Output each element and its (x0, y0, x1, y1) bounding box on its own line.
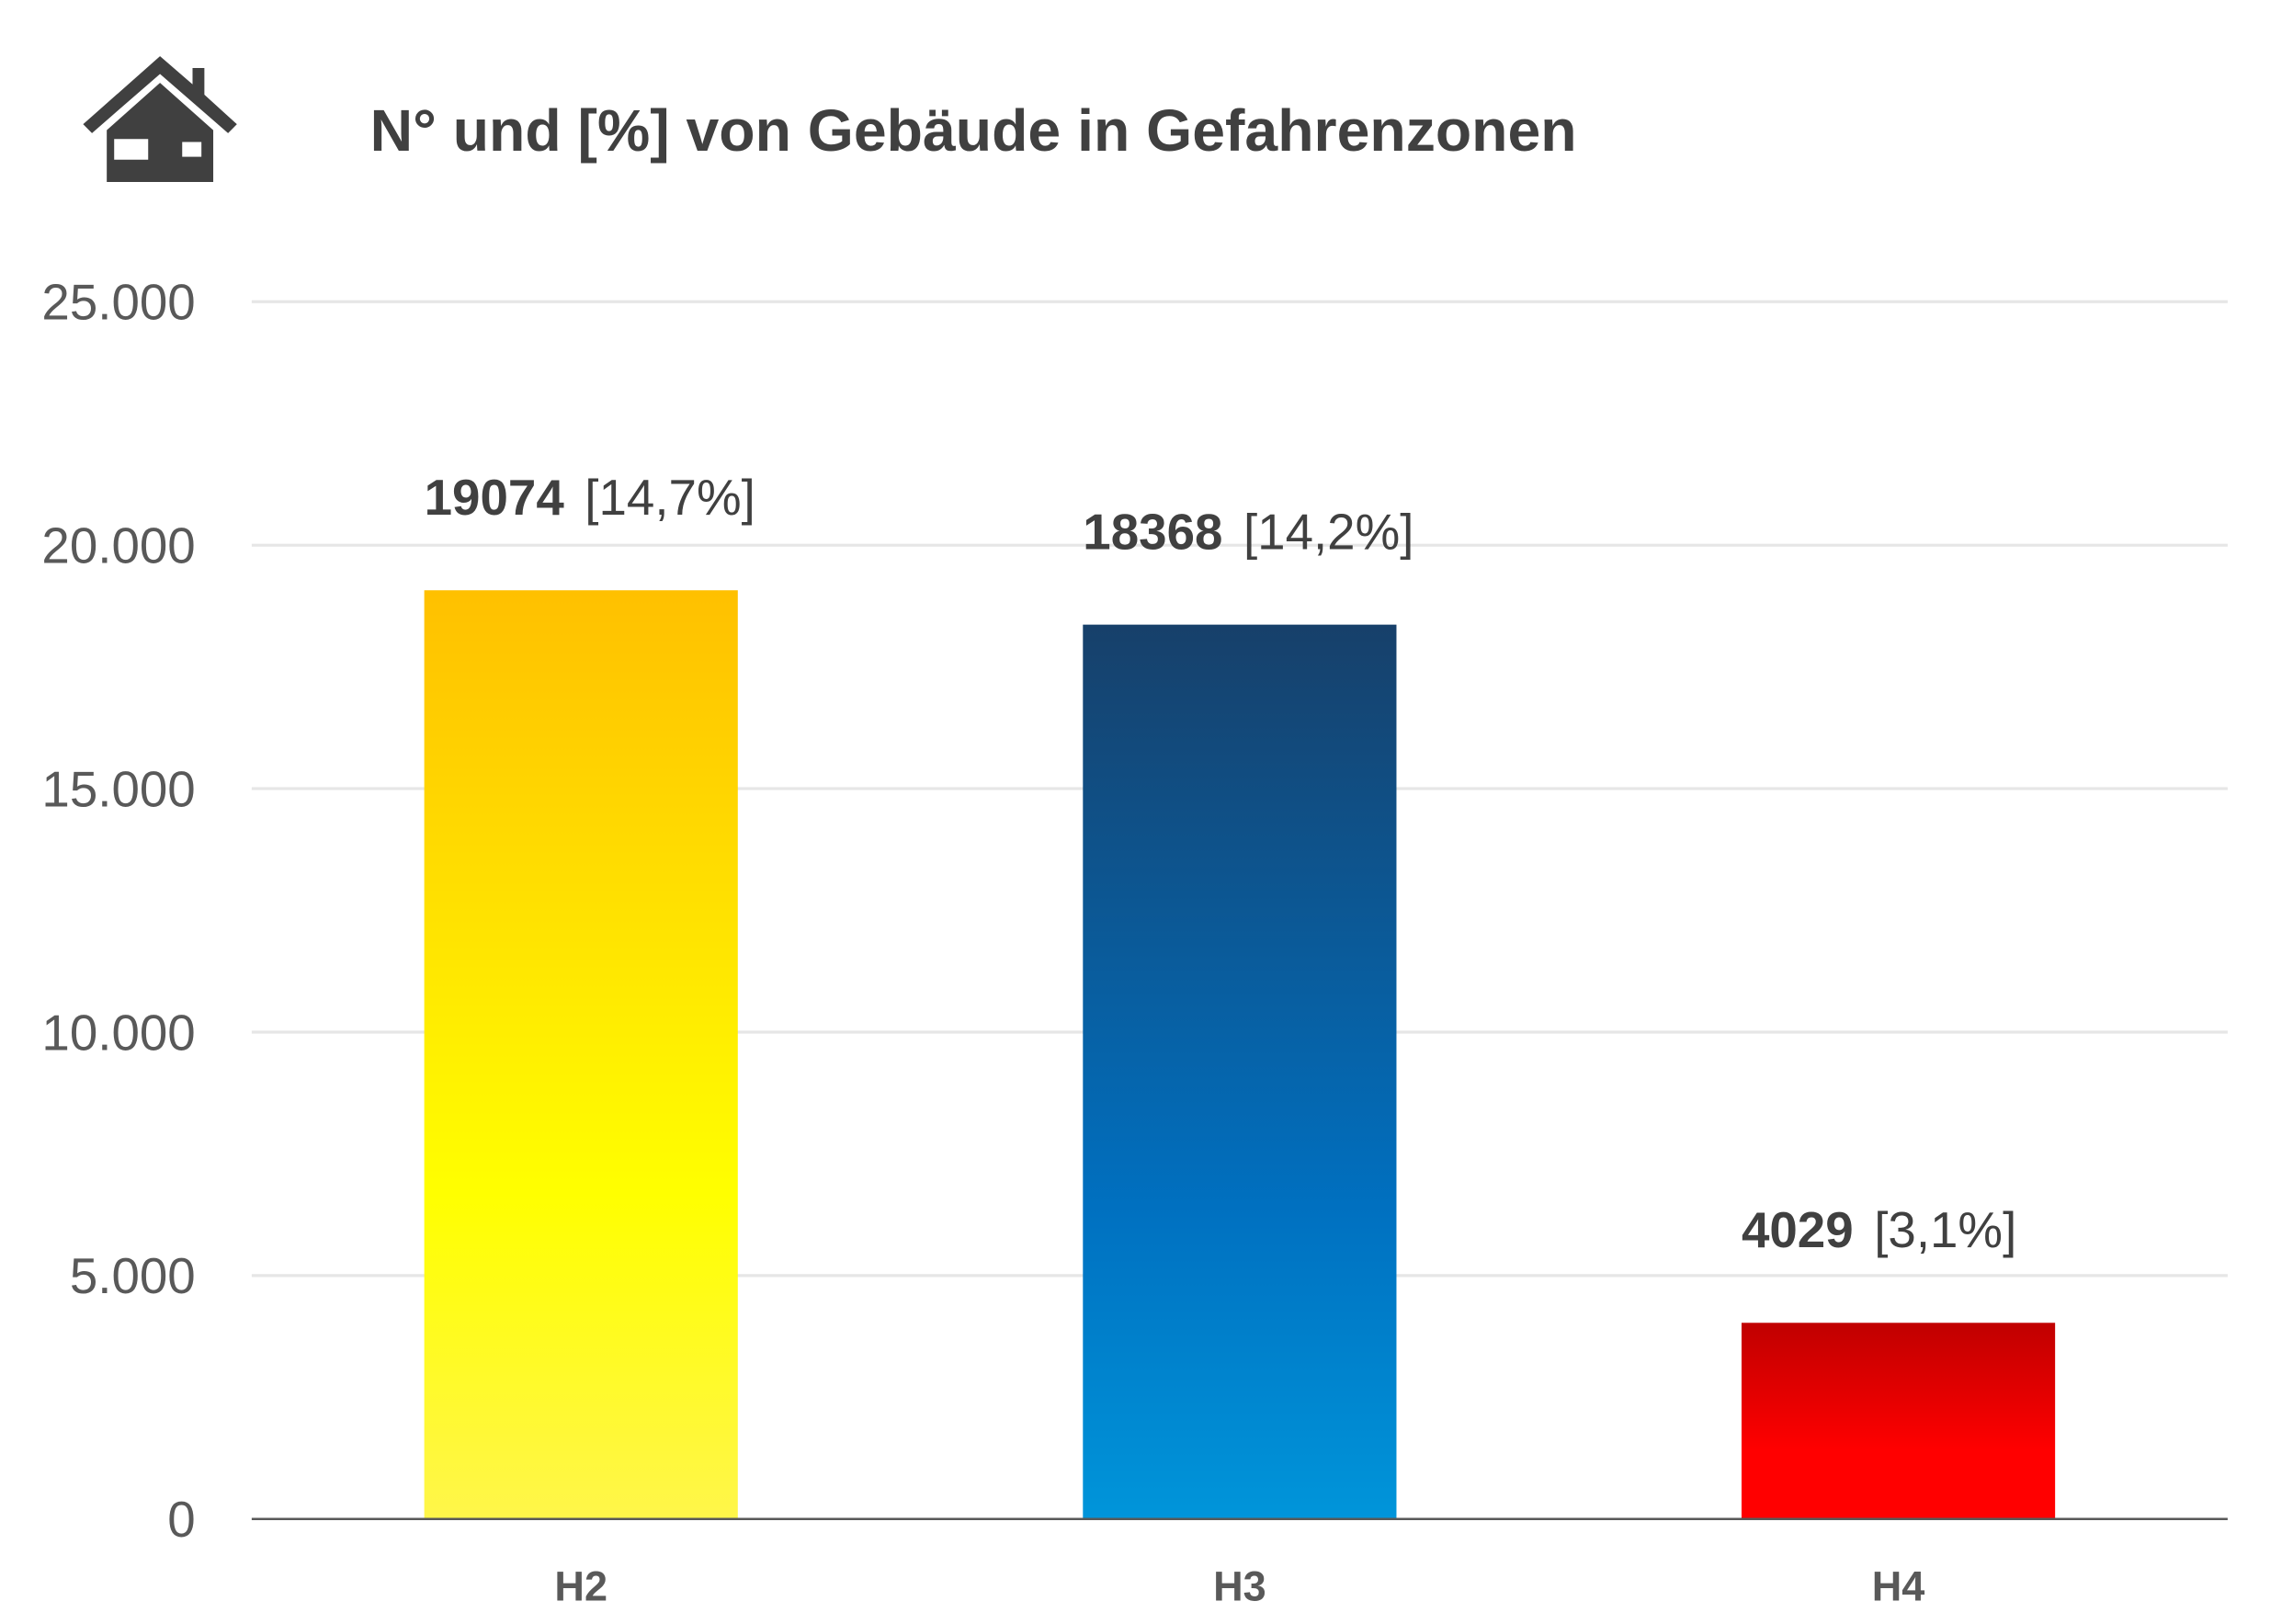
data-label-value: 19074 (425, 469, 565, 526)
x-tick-label: H3 (1213, 1562, 1266, 1609)
y-tick-label: 5.000 (70, 1247, 196, 1304)
house-icon (83, 56, 237, 182)
data-label-value: 18368 (1083, 504, 1222, 561)
data-label-percent: [14,7%] (585, 469, 755, 526)
chart-title: N° und [%] von Gebäude in Gefahrenzonen (370, 97, 1577, 164)
y-tick-label: 25.000 (41, 274, 195, 331)
x-tick-label: H2 (554, 1562, 607, 1609)
data-label: 4029 [3,1%] (1742, 1201, 2016, 1258)
bar-h3 (1083, 624, 1397, 1519)
y-tick-label: 20.000 (41, 517, 195, 574)
y-tick-label: 15.000 (41, 760, 195, 817)
y-tick-label: 10.000 (41, 1004, 195, 1061)
x-tick-label: H4 (1872, 1562, 1925, 1609)
bar-h2 (424, 590, 738, 1519)
data-label: 18368 [14,2%] (1083, 504, 1413, 561)
bar-h4 (1741, 1323, 2056, 1519)
data-label-percent: [3,1%] (1874, 1201, 2016, 1258)
y-tick-label: 0 (167, 1491, 195, 1548)
data-label: 19074 [14,7%] (425, 469, 755, 526)
data-label-percent: [14,2%] (1243, 504, 1414, 561)
data-label-value: 4029 (1742, 1201, 1854, 1258)
